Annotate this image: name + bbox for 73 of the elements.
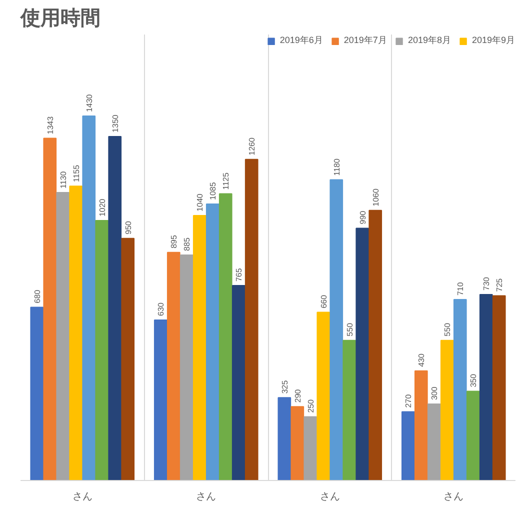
data-label: 325	[280, 380, 290, 394]
bar	[82, 116, 96, 480]
bar	[342, 340, 356, 480]
bar	[440, 340, 454, 480]
bar	[368, 210, 382, 480]
bar	[30, 306, 44, 480]
bar	[154, 319, 168, 480]
bar	[278, 397, 292, 480]
bar	[479, 294, 493, 480]
x-tick-label: さん	[320, 492, 340, 502]
x-tick-label: さん	[196, 492, 216, 502]
bar	[95, 220, 109, 480]
data-label: 1125	[222, 172, 231, 190]
bar	[453, 299, 467, 480]
bar	[290, 406, 304, 480]
bar	[244, 158, 258, 480]
bar	[43, 138, 57, 480]
data-label: 660	[319, 294, 328, 308]
data-label: 1085	[208, 182, 218, 200]
bar	[121, 238, 135, 480]
data-label: 430	[417, 353, 426, 367]
bar	[330, 179, 344, 480]
bar	[180, 254, 194, 480]
bar	[69, 186, 83, 480]
bar	[316, 312, 330, 480]
data-label: 1040	[196, 193, 205, 212]
data-label: 1430	[84, 94, 94, 112]
data-label: 1020	[98, 198, 107, 217]
bar	[414, 370, 428, 480]
data-label: 300	[430, 386, 440, 400]
data-label: 885	[182, 237, 192, 251]
data-label: 550	[345, 322, 354, 336]
bar	[232, 285, 246, 480]
bar	[56, 192, 70, 480]
legend-label: 2019年6月	[280, 34, 323, 47]
bar	[166, 252, 180, 480]
data-label: 1060	[371, 188, 380, 206]
legend-label: 2019年8月	[408, 34, 451, 47]
bar	[401, 411, 415, 480]
data-label: 550	[443, 322, 452, 336]
bar	[192, 214, 206, 480]
data-label: 630	[156, 302, 166, 316]
bar	[218, 193, 232, 480]
data-label: 1343	[46, 116, 55, 134]
x-tick-label: さん	[72, 492, 92, 502]
data-label: 350	[469, 373, 478, 388]
data-label: 710	[456, 282, 466, 296]
bar	[304, 416, 318, 480]
data-label: 895	[170, 234, 179, 248]
data-label: 1350	[110, 114, 120, 132]
data-label: 1260	[248, 137, 257, 156]
legend-label: 2019年7月	[344, 34, 387, 47]
data-label: 680	[32, 289, 42, 304]
data-label: 730	[482, 276, 492, 290]
data-label: 725	[495, 278, 504, 292]
bar	[466, 390, 480, 480]
data-label: 250	[306, 398, 316, 413]
bar	[356, 228, 370, 480]
bar	[427, 404, 441, 480]
legend-label: 2019年9月	[472, 34, 515, 47]
bar	[206, 203, 220, 480]
data-label: 290	[293, 388, 302, 403]
chart-title: 使用時間	[20, 8, 100, 30]
bar	[108, 136, 122, 480]
data-label: 1155	[72, 164, 81, 182]
x-tick-label: さん	[444, 492, 464, 502]
data-label: 1180	[332, 158, 342, 176]
data-label: 270	[404, 394, 414, 408]
data-label: 950	[124, 220, 133, 234]
bar	[492, 295, 506, 480]
data-label: 765	[234, 268, 244, 282]
data-label: 1130	[58, 170, 68, 189]
data-label: 990	[358, 210, 368, 224]
